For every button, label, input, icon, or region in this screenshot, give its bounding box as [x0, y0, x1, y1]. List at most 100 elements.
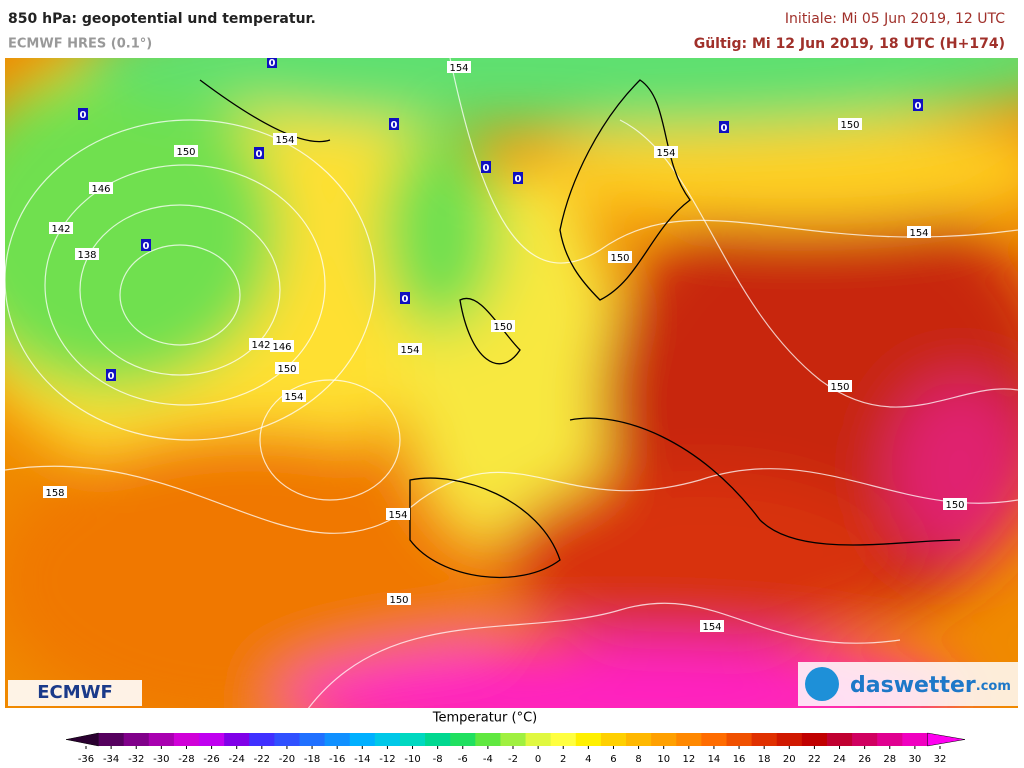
contour-label: 154	[275, 135, 294, 146]
contour-label-box	[943, 498, 967, 510]
colorbar-segment	[651, 733, 677, 746]
zero-label: 0	[402, 294, 409, 305]
colorbar-tick-label: -36	[78, 754, 94, 765]
colorbar-segment	[349, 733, 376, 746]
colorbar-tick-label: -24	[229, 754, 245, 765]
model: ECMWF HRES (0.1°)	[8, 37, 152, 52]
colorbar-segment	[626, 733, 652, 746]
contour-label-box	[608, 251, 632, 263]
contour-label: 142	[251, 340, 270, 351]
colorbar-segment	[701, 733, 727, 746]
contour-label-box	[270, 340, 294, 352]
contour-label-box	[275, 362, 299, 374]
zero-label: 0	[256, 149, 263, 160]
colorbar-segment	[450, 733, 476, 746]
colorbar-tick-label: -32	[128, 754, 144, 765]
contour-label: 150	[277, 364, 296, 375]
contour-label: 146	[91, 184, 110, 195]
contour-label-box	[491, 320, 515, 332]
colorbar-tick-label: -10	[404, 754, 420, 765]
colorbar-tick-label: 20	[783, 754, 796, 765]
colorbar-tick-label: -2	[508, 754, 518, 765]
contour-label: 158	[45, 488, 64, 499]
colorbar-segment	[399, 733, 426, 746]
colorbar-tick-label: -14	[354, 754, 370, 765]
zero-label-box	[389, 118, 399, 130]
zero-label-box	[267, 58, 277, 68]
contour-label-box	[447, 61, 471, 73]
contour-label-box	[828, 380, 852, 392]
colorbar-segment	[826, 733, 853, 746]
colorbar-segment	[224, 733, 250, 746]
colorbar-segment	[751, 733, 778, 746]
colorbar-tick-label: -20	[279, 754, 295, 765]
colorbar-segment	[148, 733, 175, 746]
contour-label-box	[249, 338, 273, 350]
colorbar-tick-label: 14	[708, 754, 721, 765]
contour-label: 154	[909, 228, 928, 239]
zero-label-box	[254, 147, 264, 159]
contour-label-box	[838, 118, 862, 130]
colorbar-tick-label: 8	[635, 754, 641, 765]
zero-label-box	[719, 121, 729, 133]
colorbar-title: Temperatur (°C)	[432, 711, 538, 726]
title: 850 hPa: geopotential und temperatur.	[8, 11, 316, 27]
colorbar-tick-label: -26	[203, 754, 219, 765]
contour-label-box	[907, 226, 931, 238]
contour-label-box	[89, 182, 113, 194]
contour-label: 150	[830, 382, 849, 393]
colorbar-arrow	[65, 732, 99, 747]
colorbar-segment	[726, 733, 753, 746]
contour-label: 154	[449, 63, 468, 74]
contour-label-box	[174, 145, 198, 157]
colorbar-segment	[902, 733, 928, 746]
contour-label-box	[398, 343, 422, 355]
contour-label: 154	[284, 392, 303, 403]
zero-label: 0	[108, 371, 115, 382]
colorbar-segment	[98, 733, 125, 746]
colorbar-segment	[425, 733, 451, 746]
colorbar-segment	[374, 733, 401, 746]
colorbar-arrow	[927, 732, 966, 747]
colorbar-tick-label: 26	[858, 754, 871, 765]
zero-label: 0	[391, 120, 398, 131]
contour-label-box	[282, 390, 306, 402]
colorbar-segment	[274, 733, 300, 746]
contour-label-box	[49, 222, 73, 234]
zero-label-box	[141, 239, 151, 251]
colorbar-tick-label: 2	[560, 754, 566, 765]
contour-label: 150	[840, 120, 859, 131]
zero-label-box	[481, 161, 491, 173]
ecmwf-logo: ECMWF	[37, 682, 113, 703]
colorbar-segment	[299, 733, 326, 746]
colorbar-segment	[324, 733, 351, 746]
colorbar-segment	[199, 733, 225, 746]
colorbar-segment	[801, 733, 828, 746]
zero-label: 0	[915, 101, 922, 112]
colorbar-tick-label: 4	[585, 754, 591, 765]
contour-label: 154	[400, 345, 419, 356]
zero-label: 0	[269, 58, 276, 69]
colorbar-tick-label: -4	[483, 754, 493, 765]
zero-label: 0	[80, 110, 87, 121]
colorbar-tick-label: -16	[329, 754, 345, 765]
colorbar-tick-label: 18	[758, 754, 771, 765]
colorbar-tick-label: -30	[153, 754, 169, 765]
colorbar-segment	[600, 733, 627, 746]
colorbar-tick-label: 24	[833, 754, 846, 765]
zero-label-box	[513, 172, 523, 184]
zero-label: 0	[721, 123, 728, 134]
zero-label-box	[106, 369, 116, 381]
colorbar-tick-label: -18	[304, 754, 320, 765]
colorbar-tick-label: -22	[254, 754, 270, 765]
colorbar-tick-label: -28	[178, 754, 194, 765]
colorbar-segment	[500, 733, 527, 746]
zero-label-box	[913, 99, 923, 111]
zero-label-box	[78, 108, 88, 120]
colorbar-segment	[525, 733, 552, 746]
contour-label: 146	[272, 342, 291, 353]
colorbar-tick-label: 10	[657, 754, 670, 765]
colorbar-segment	[852, 733, 878, 746]
